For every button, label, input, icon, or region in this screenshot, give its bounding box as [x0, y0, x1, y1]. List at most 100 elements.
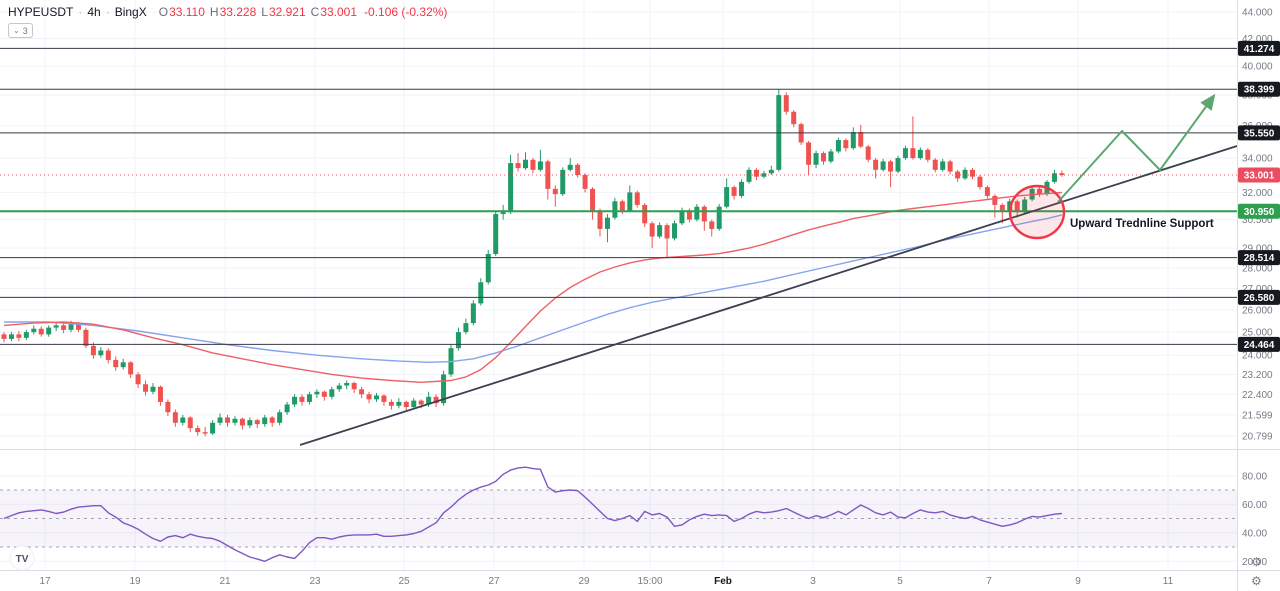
candle-body [902, 148, 908, 159]
candle-body [657, 225, 663, 237]
candle-body [977, 176, 983, 188]
level-price-label: 35.550 [1238, 125, 1280, 141]
open-value: 33.110 [169, 5, 205, 19]
candle-body [888, 161, 894, 172]
level-price-label-text: 24.464 [1244, 340, 1275, 351]
price-tick-label: 34.000 [1242, 154, 1273, 165]
ma-fast-line [3, 191, 1062, 383]
time-axis[interactable]: 17 19 21 23 25 27 29 15:00 Feb 3 5 7 9 11 ⚙ [39, 574, 1261, 588]
candle-body [739, 181, 745, 196]
candle-body [269, 417, 275, 423]
price-tick-label: 40.000 [1242, 62, 1273, 73]
candle-body [83, 329, 89, 346]
candle-body [53, 325, 59, 328]
candle-body [68, 324, 74, 330]
rsi-settings-gear-icon[interactable]: ⚙ [1251, 555, 1262, 569]
candle-body [239, 418, 245, 426]
candle-body [195, 428, 201, 433]
level-price-label: 26.580 [1238, 289, 1280, 305]
candle-body [135, 374, 141, 385]
price-tick-label: 44.000 [1242, 8, 1273, 19]
candle-body [984, 187, 990, 196]
time-tick-label: 25 [398, 576, 410, 587]
candle-body [284, 404, 290, 413]
candle-body [619, 201, 625, 211]
price-tick-label: 42.000 [1242, 34, 1273, 45]
candle-body [783, 95, 789, 112]
candle-body [858, 132, 864, 147]
candle-body [418, 400, 424, 405]
time-tick-label: 9 [1075, 576, 1081, 587]
price-tick-label: 26.000 [1242, 305, 1273, 316]
time-tick-label: Feb [714, 576, 732, 587]
time-tick-label: 11 [1163, 576, 1174, 587]
candle-body [880, 161, 886, 170]
tradingview-logo-text: TV [16, 554, 29, 565]
candle-body [150, 386, 156, 392]
price-tick-label: 28.000 [1242, 263, 1273, 274]
candle-body [61, 325, 67, 330]
candle-body [813, 153, 819, 165]
candle-body [850, 132, 856, 149]
candle-body [381, 395, 387, 402]
trendline[interactable] [299, 145, 1238, 446]
tradingview-logo[interactable]: TV [9, 545, 35, 571]
projection-arrow[interactable] [1057, 93, 1216, 203]
candle-body [120, 362, 126, 368]
candle-body [329, 389, 335, 397]
candle-body [627, 192, 633, 211]
symbol-name[interactable]: HYPEUSDT [8, 5, 74, 19]
candle-body [411, 400, 417, 408]
candle-body [590, 188, 596, 211]
level-price-label-text: 41.274 [1244, 44, 1275, 55]
legend-separator: · [105, 5, 110, 19]
indicators-collapse-button[interactable]: ⌄ 3 [8, 23, 33, 38]
candle-body [992, 195, 998, 205]
candle-body [210, 422, 216, 434]
support-price-label-text: 30.950 [1244, 207, 1275, 218]
level-price-label-text: 26.580 [1244, 293, 1275, 304]
candle-body [664, 225, 670, 239]
candle-body [1051, 173, 1057, 182]
candle-body [552, 188, 558, 195]
candle-body [314, 391, 320, 395]
time-tick-label: 19 [129, 576, 141, 587]
candle-body [634, 192, 640, 205]
candle-body [940, 161, 946, 170]
candle-body [16, 334, 22, 338]
annotation-text[interactable]: Upward Trednline Support [1070, 218, 1214, 230]
candle-body [865, 146, 871, 160]
support-price-label: 30.950 [1238, 203, 1280, 219]
candle-body [821, 153, 826, 162]
level-price-label: 38.399 [1238, 81, 1280, 97]
candle-body [962, 169, 968, 179]
price-tick-label: 32.000 [1242, 188, 1273, 199]
highlight-circle[interactable] [1008, 184, 1066, 240]
candle-body [277, 412, 283, 423]
candle-body [336, 385, 342, 390]
candle-body [433, 396, 439, 404]
time-axis-gear-icon[interactable]: ⚙ [1251, 574, 1262, 588]
candle-body [679, 210, 685, 224]
interval-label[interactable]: 4h [87, 5, 101, 19]
price-tick-label: 21.599 [1242, 410, 1273, 421]
rsi-tick-label: 20.00 [1242, 557, 1267, 568]
exchange-label[interactable]: BingX [114, 5, 147, 19]
candle-body [999, 204, 1005, 211]
candle-body [455, 332, 461, 349]
candle-body [143, 384, 149, 392]
candle-body [709, 221, 715, 229]
candle-body [672, 223, 677, 239]
candle-body [366, 394, 372, 400]
open-label: O [158, 5, 169, 19]
candle-body [172, 412, 178, 423]
candle-body [612, 201, 618, 218]
candle-body [873, 159, 879, 170]
candle-body [31, 328, 37, 333]
candle-body [1014, 201, 1020, 213]
candle-body [463, 323, 469, 333]
candle-body [686, 210, 692, 220]
candle-body [23, 332, 29, 338]
price-axis[interactable]: 44.00042.00040.00038.00036.00034.00032.0… [1238, 8, 1280, 569]
